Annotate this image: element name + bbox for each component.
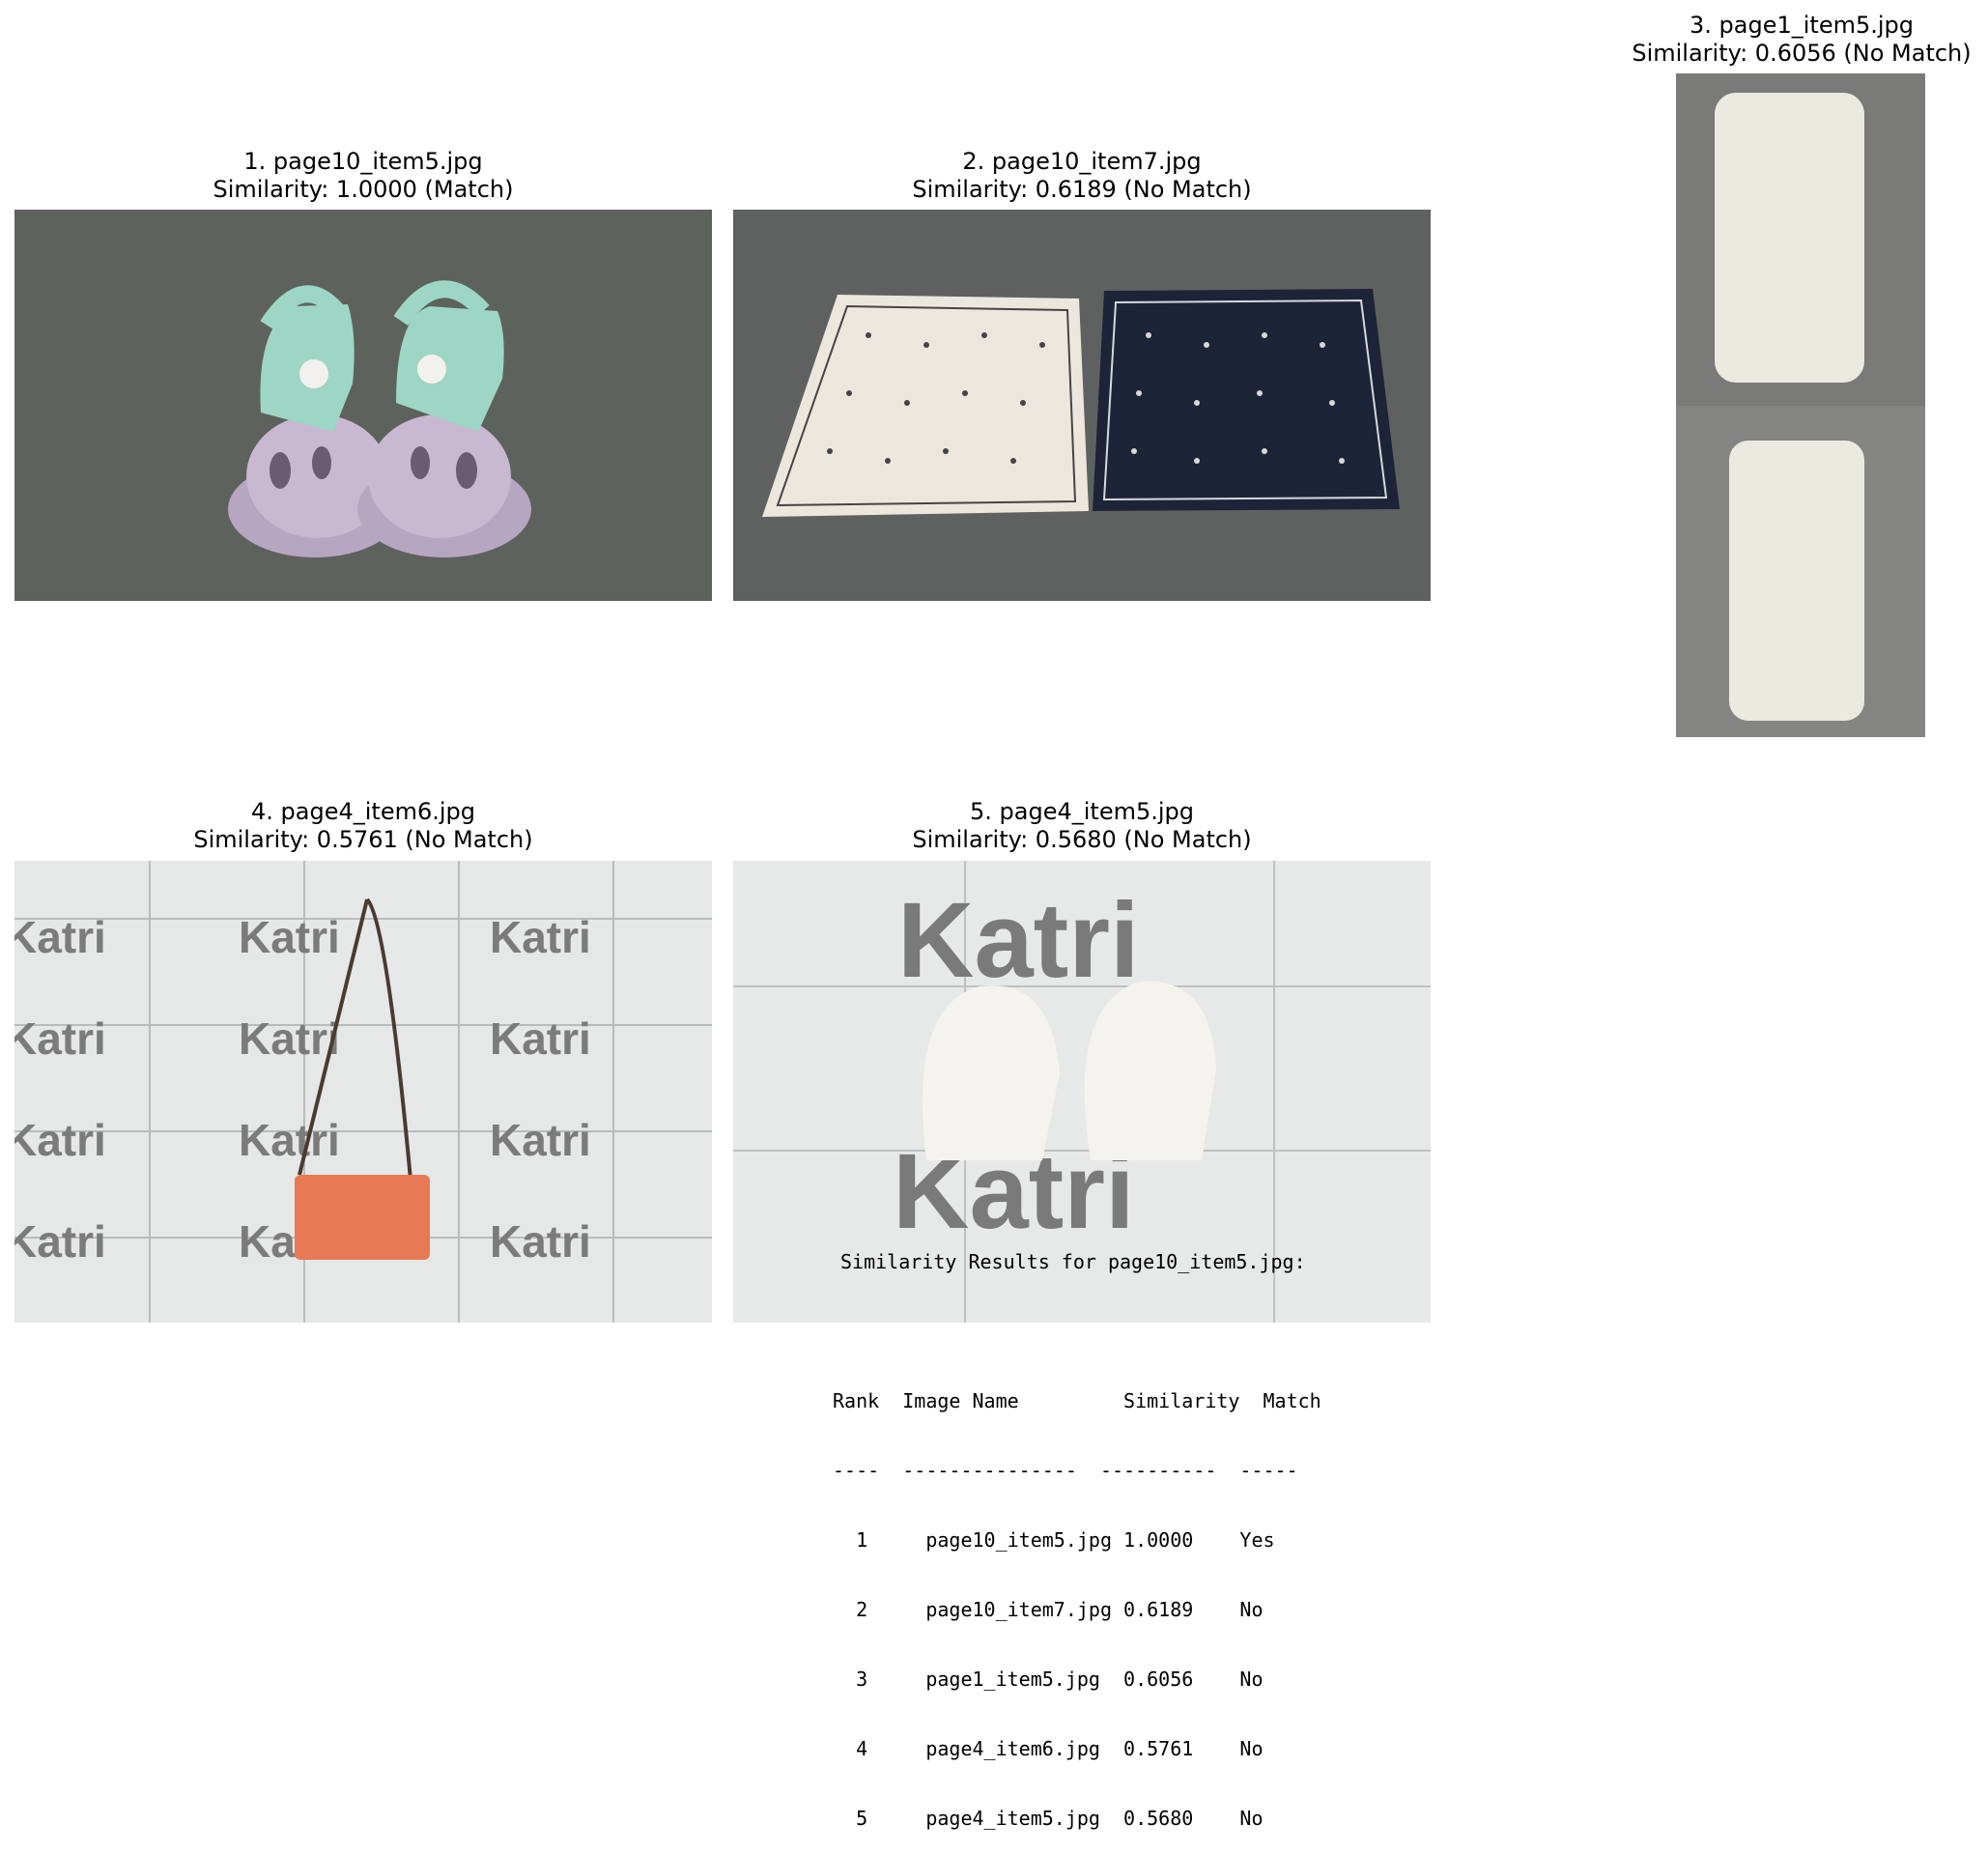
item-3-title: 3. page1_item5.jpg [1690, 12, 1914, 39]
item-4-similarity: Similarity: 0.5761 (No Match) [193, 826, 533, 853]
item-4-title: 4. page4_item6.jpg [251, 798, 475, 825]
svg-text:Katri: Katri [14, 1013, 106, 1064]
item-1-similarity: Similarity: 1.0000 (Match) [213, 176, 514, 203]
item-5-caption: 5. page4_item5.jpg Similarity: 0.5680 (N… [733, 798, 1431, 854]
item-3-image [1676, 73, 1925, 737]
svg-text:Katri: Katri [490, 1115, 591, 1165]
mittens-icon: Katri Katri [733, 861, 1431, 1323]
watermark-text: Katri [14, 912, 106, 962]
bag-icon: Katri Katri Katri Katri Katri Katri Katr… [14, 861, 712, 1323]
results-row: 1 page10_item5.jpg 1.0000 Yes [833, 1528, 1275, 1552]
item-3-caption: 3. page1_item5.jpg Similarity: 0.6056 (N… [1546, 12, 1988, 68]
results-heading: Similarity Results for page10_item5.jpg: [840, 1250, 1306, 1273]
item-5-similarity: Similarity: 0.5680 (No Match) [912, 826, 1252, 853]
svg-text:Katri: Katri [490, 1216, 591, 1267]
towels-icon [1676, 73, 1925, 737]
item-4-caption: 4. page4_item6.jpg Similarity: 0.5761 (N… [14, 798, 712, 854]
results-row: 4 page4_item6.jpg 0.5761 No [833, 1737, 1264, 1760]
svg-text:Katri: Katri [14, 1115, 106, 1165]
item-5-title: 5. page4_item5.jpg [970, 798, 1194, 825]
results-header-line: Rank Image Name Similarity Match [833, 1389, 1321, 1412]
svg-text:Katri: Katri [239, 1115, 340, 1165]
scarves-icon [733, 210, 1431, 601]
similarity-results: Similarity Results for page10_item5.jpg:… [833, 1204, 1321, 1853]
item-1-caption: 1. page10_item5.jpg Similarity: 1.0000 (… [14, 148, 712, 204]
results-row: 2 page10_item7.jpg 0.6189 No [833, 1598, 1264, 1621]
item-2-image [733, 210, 1431, 601]
svg-text:Katri: Katri [14, 1216, 106, 1267]
svg-text:Katri: Katri [490, 912, 591, 962]
svg-text:Katri: Katri [897, 881, 1140, 1000]
item-3-similarity: Similarity: 0.6056 (No Match) [1632, 40, 1972, 67]
item-5-image: Katri Katri [733, 861, 1431, 1323]
results-row: 3 page1_item5.jpg 0.6056 No [833, 1668, 1264, 1691]
shoes-icon [14, 210, 712, 601]
svg-text:Katri: Katri [490, 1013, 591, 1064]
item-2-title: 2. page10_item7.jpg [962, 148, 1202, 175]
item-2-caption: 2. page10_item7.jpg Similarity: 0.6189 (… [733, 148, 1431, 204]
item-4-image: Katri Katri Katri Katri Katri Katri Katr… [14, 861, 712, 1323]
item-2-similarity: Similarity: 0.6189 (No Match) [912, 176, 1252, 203]
item-1-image [14, 210, 712, 601]
svg-text:Katri: Katri [239, 912, 340, 962]
svg-text:Katri: Katri [239, 1013, 340, 1064]
results-divider-line: ---- --------------- ---------- ----- [833, 1459, 1298, 1482]
results-row: 5 page4_item5.jpg 0.5680 No [833, 1807, 1264, 1830]
item-1-title: 1. page10_item5.jpg [243, 148, 483, 175]
